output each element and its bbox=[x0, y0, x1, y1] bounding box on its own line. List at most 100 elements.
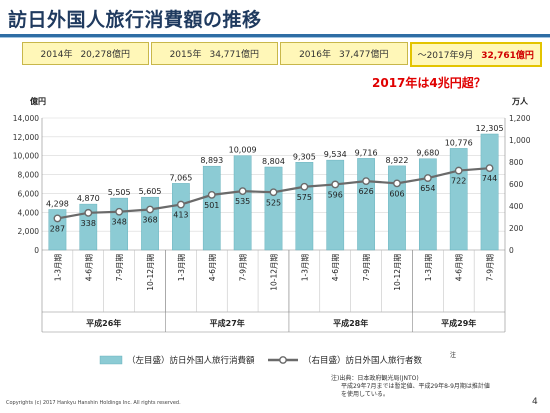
bar bbox=[233, 155, 252, 251]
group-label: 平成28年 bbox=[333, 318, 368, 328]
bar-value-label: 9,716 bbox=[355, 148, 378, 157]
left-tick-label: 12,000 bbox=[13, 133, 39, 142]
bar-value-label: 10,009 bbox=[229, 146, 257, 155]
right-tick-label: 200 bbox=[509, 224, 524, 233]
bar bbox=[418, 158, 437, 251]
bar-value-label: 7,065 bbox=[169, 173, 192, 182]
left-axis-unit: 億円 bbox=[30, 96, 46, 106]
right-tick-label: 1,200 bbox=[509, 114, 531, 123]
summary-cell-2016: 2016年 37,477億円 bbox=[280, 42, 408, 65]
bar bbox=[202, 165, 221, 251]
summary-value: 20,278億円 bbox=[80, 50, 130, 60]
bar-value-label: 12,305 bbox=[476, 124, 504, 133]
line-point bbox=[269, 188, 278, 197]
category-label: 10-12月期 bbox=[146, 254, 155, 291]
bar bbox=[295, 162, 314, 251]
copyright: Copyrights (c) 2017 Hankyu Hanshin Holdi… bbox=[6, 400, 181, 406]
bar-value-label: 5,505 bbox=[108, 188, 131, 197]
bar-value-label: 5,605 bbox=[139, 187, 162, 196]
line-value-label: 287 bbox=[50, 224, 65, 233]
line-value-label: 535 bbox=[235, 197, 250, 206]
line-point bbox=[176, 200, 185, 209]
bar bbox=[326, 159, 345, 251]
callout-text: 2017年は4兆円超？ bbox=[372, 76, 486, 90]
title-rule bbox=[0, 34, 550, 37]
legend-bar-label: （左目盛）訪日外国人旅行消費額 bbox=[127, 355, 255, 366]
right-tick-label: 400 bbox=[509, 202, 524, 211]
right-tick-label: 800 bbox=[509, 158, 524, 167]
line-value-label: 338 bbox=[81, 219, 96, 228]
bar-value-label: 4,298 bbox=[46, 199, 69, 208]
line-point bbox=[207, 190, 216, 199]
bar bbox=[388, 165, 406, 251]
annual-summary: 2014年 20,278億円 2015年 34,771億円 2016年 37,4… bbox=[22, 42, 544, 67]
group-label: 平成27年 bbox=[210, 318, 245, 328]
line-point bbox=[454, 166, 463, 175]
legend-bar-swatch bbox=[99, 355, 123, 365]
line-point bbox=[485, 164, 494, 173]
summary-year: 2015年 bbox=[169, 50, 202, 60]
category-label: 7-9月期 bbox=[115, 254, 124, 281]
right-axis-unit: 万人 bbox=[511, 96, 529, 106]
category-label: 10-12月期 bbox=[270, 254, 279, 291]
left-tick-label: 8,000 bbox=[18, 171, 40, 180]
line-point bbox=[53, 214, 62, 223]
left-tick-label: 4,000 bbox=[18, 208, 40, 217]
summary-value: 34,771億円 bbox=[209, 50, 259, 60]
line-point bbox=[423, 174, 432, 182]
category-label: 7-9月期 bbox=[486, 254, 495, 281]
line-value-label: 501 bbox=[204, 201, 219, 210]
page-title: 訪日外国人旅行消費額の推移 bbox=[8, 9, 262, 31]
line-point bbox=[238, 187, 247, 196]
category-label: 4-6月期 bbox=[84, 254, 93, 281]
summary-year: ～2017年9月 bbox=[417, 51, 474, 61]
line-value-label: 596 bbox=[328, 190, 343, 199]
bar bbox=[48, 209, 67, 251]
bar-value-label: 9,680 bbox=[416, 149, 439, 158]
summary-value-highlight: 32,761億円 bbox=[481, 51, 534, 61]
line-value-label: 654 bbox=[420, 184, 435, 193]
line-value-label: 606 bbox=[389, 189, 404, 198]
category-label: 7-9月期 bbox=[239, 254, 248, 281]
category-label: 4-6月期 bbox=[331, 254, 340, 281]
line-value-label: 722 bbox=[451, 177, 466, 186]
summary-cell-2017: ～2017年9月 32,761億円 bbox=[409, 42, 542, 67]
line-value-label: 575 bbox=[297, 193, 312, 202]
chart: 億円 万人 0 2,000 4,000 6,000 8,000 10,000 12,000 14,… bbox=[13, 96, 531, 366]
line-point bbox=[300, 182, 309, 191]
legend-line-marker bbox=[279, 356, 287, 364]
bar-value-label: 4,870 bbox=[77, 194, 100, 203]
category-label: 10-12月期 bbox=[393, 254, 402, 291]
left-tick-label: 2,000 bbox=[18, 227, 40, 236]
line-value-label: 626 bbox=[358, 187, 373, 196]
category-label: 4-6月期 bbox=[208, 254, 217, 281]
line-value-label: 413 bbox=[173, 211, 188, 220]
line-point bbox=[84, 208, 93, 217]
bar bbox=[79, 203, 98, 251]
summary-year: 2016年 bbox=[299, 50, 331, 60]
legend-line-label: （右目盛）訪日外国人旅行者数 bbox=[303, 355, 423, 366]
title-bar: 訪日外国人旅行消費額の推移 bbox=[0, 0, 550, 34]
summary-value: 37,477億円 bbox=[338, 50, 389, 60]
summary-year: 2014年 bbox=[40, 50, 73, 60]
legend-note-mark: 注 bbox=[450, 351, 456, 359]
line-point bbox=[115, 207, 124, 216]
category-label: 4-6月期 bbox=[455, 254, 464, 281]
category-label: 1-3月期 bbox=[177, 254, 186, 281]
line-point bbox=[362, 177, 370, 186]
left-tick-label: 0 bbox=[34, 246, 39, 255]
right-tick-label: 1,000 bbox=[509, 136, 531, 145]
bar-value-label: 9,305 bbox=[293, 152, 316, 161]
left-tick-label: 14,000 bbox=[13, 114, 39, 123]
summary-cell-2015: 2015年 34,771億円 bbox=[150, 42, 279, 65]
source-line: を使用している。 bbox=[341, 391, 389, 398]
left-tick-label: 10,000 bbox=[13, 152, 39, 161]
line-point bbox=[393, 179, 401, 188]
bar-value-label: 10,776 bbox=[445, 138, 473, 147]
bar bbox=[480, 133, 499, 251]
line-value-label: 348 bbox=[112, 218, 127, 227]
bar bbox=[172, 183, 190, 251]
right-tick-label: 0 bbox=[509, 246, 514, 255]
right-tick-label: 600 bbox=[509, 180, 524, 189]
summary-cell-2014: 2014年 20,278億円 bbox=[22, 42, 149, 65]
